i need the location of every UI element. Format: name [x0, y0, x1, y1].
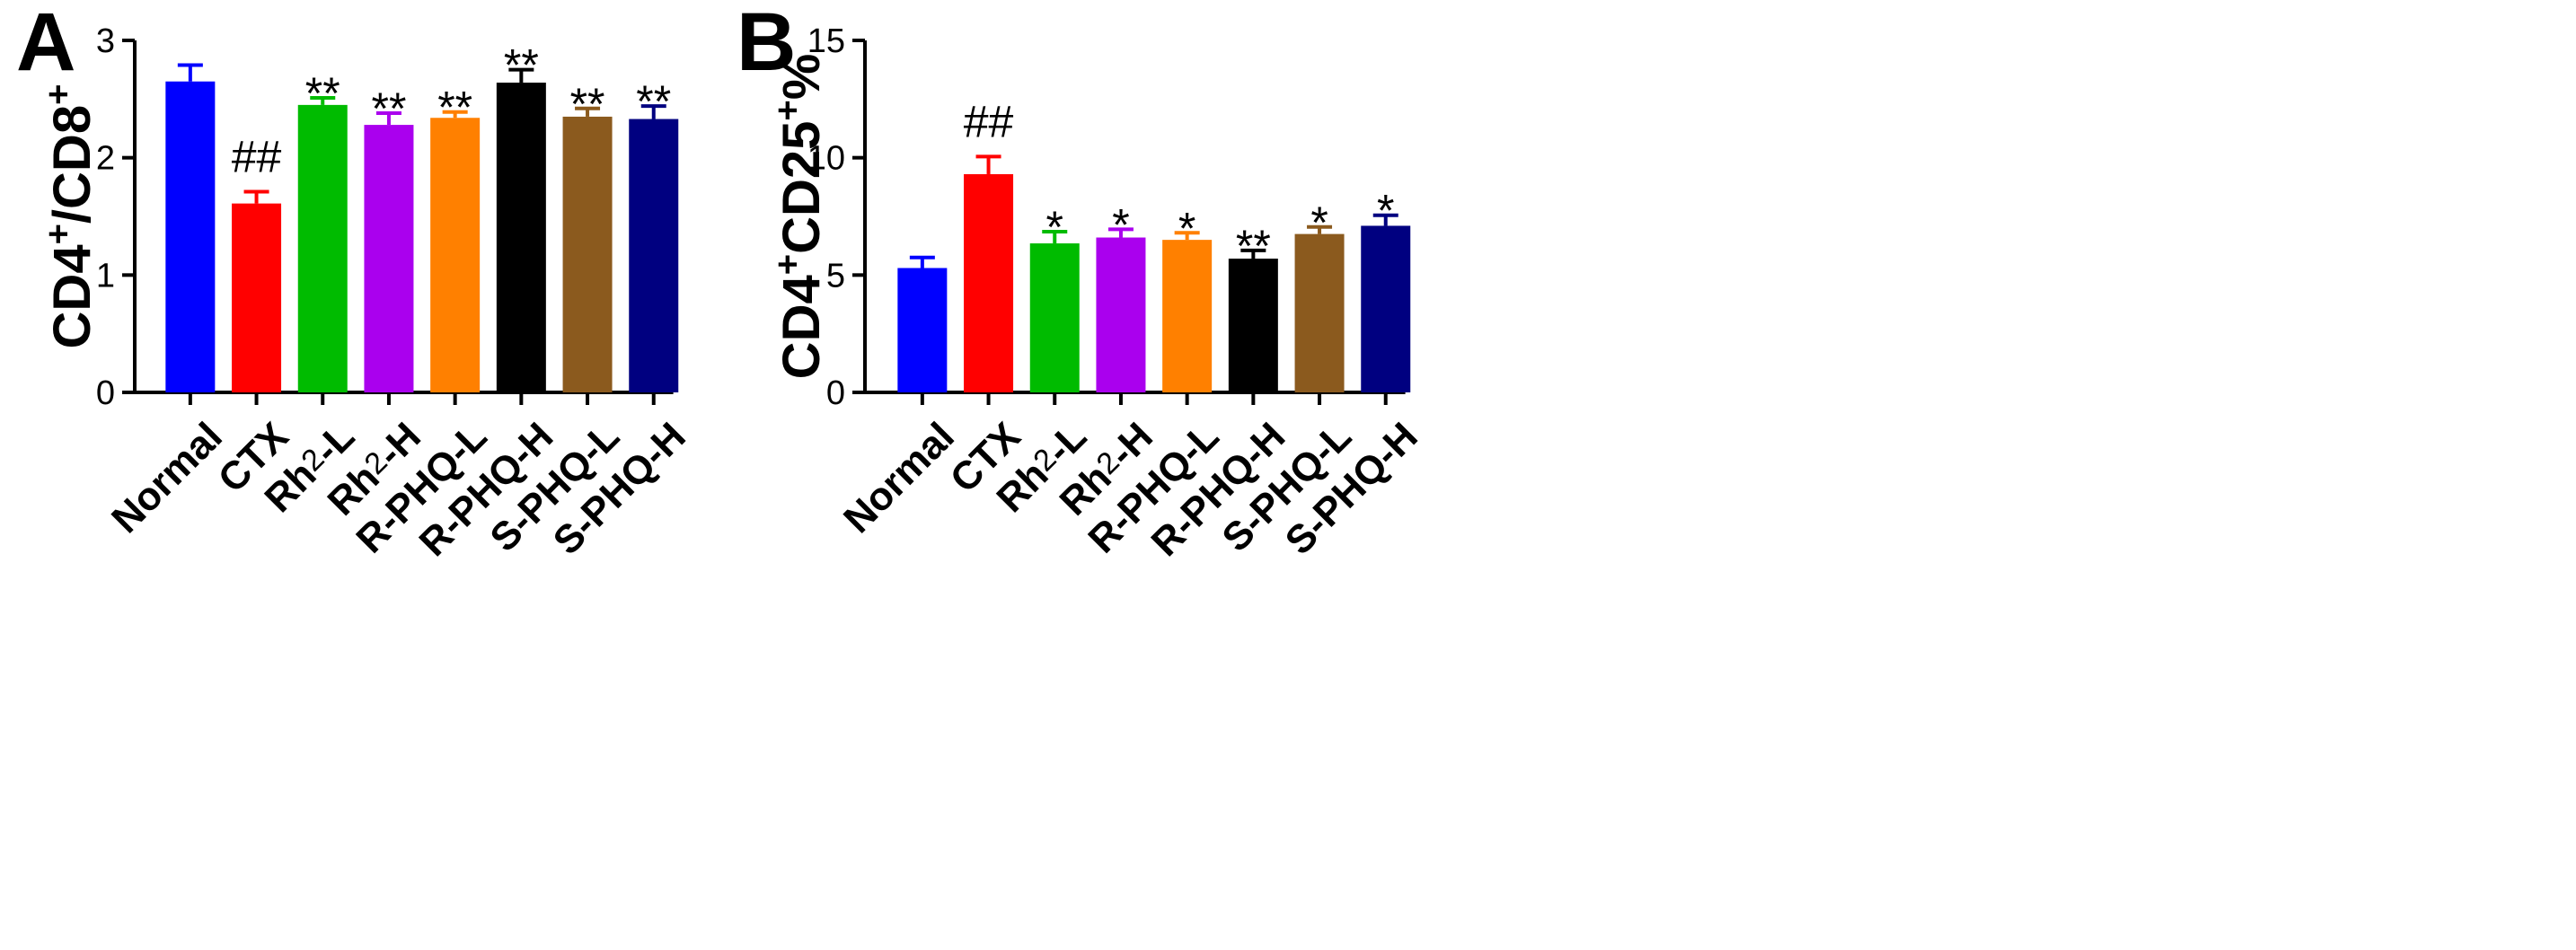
category-label: Normal	[835, 414, 963, 541]
bar-s-phq-h	[1361, 225, 1411, 392]
panel-letter: B	[737, 0, 796, 88]
y-axis-title: CD4+/CD8+	[39, 84, 101, 349]
bar-s-phq-l	[1294, 233, 1345, 392]
y-axis-title-part: /CD8	[43, 105, 101, 224]
chart-panel-b: B051015CD4+CD25+%Normal##CTX*Rh2-L*Rh2-H…	[737, 0, 1426, 565]
bar-r-phq-h	[1228, 259, 1278, 392]
bar-rh2-l	[1029, 243, 1080, 392]
bar-ctx	[232, 203, 282, 392]
y-axis-title-sup: +	[768, 254, 807, 275]
y-tick-label: 1	[96, 257, 115, 295]
significance-mark: **	[1236, 221, 1271, 271]
significance-mark: *	[1112, 199, 1129, 250]
y-axis-title: CD4+CD25+%	[768, 54, 831, 380]
y-tick-label: 10	[807, 140, 845, 178]
y-axis-title-sup: +	[768, 100, 807, 120]
bar-ctx	[964, 173, 1014, 392]
y-axis-title-part: CD4	[43, 244, 101, 348]
bar-r-phq-l	[430, 118, 481, 393]
bar-s-phq-l	[562, 116, 613, 392]
category-label: Normal	[103, 414, 231, 541]
chart-panel-a: A0123CD4+/CD8+Normal##CTX**Rh2-L**Rh2-H*…	[16, 0, 694, 565]
significance-mark: *	[1046, 202, 1063, 252]
y-tick-label: 0	[96, 374, 115, 412]
significance-mark: **	[504, 40, 539, 91]
significance-mark: **	[636, 76, 671, 127]
category-label-main: Normal	[835, 414, 963, 541]
significance-mark: **	[437, 83, 472, 133]
category-label-main: Normal	[103, 414, 231, 541]
significance-mark: ##	[232, 132, 282, 182]
y-axis-title-sup: +	[39, 84, 78, 105]
significance-mark: *	[1310, 198, 1328, 248]
y-tick-label: 0	[826, 374, 845, 412]
bar-rh2-l	[297, 104, 348, 392]
y-tick-label: 2	[96, 140, 115, 178]
panel-letter: A	[16, 0, 75, 88]
significance-mark: **	[371, 84, 406, 134]
significance-mark: **	[305, 68, 340, 119]
significance-mark: *	[1377, 186, 1394, 236]
bar-r-phq-h	[496, 83, 546, 392]
bar-normal	[897, 268, 948, 392]
y-tick-label: 15	[807, 22, 845, 60]
significance-mark: *	[1178, 203, 1195, 253]
y-axis-title-sup: +	[39, 224, 78, 244]
bar-s-phq-h	[629, 119, 679, 392]
bar-rh2-h	[364, 125, 414, 392]
y-tick-label: 3	[96, 22, 115, 60]
y-axis-title-part: CD25	[772, 121, 831, 254]
bar-r-phq-l	[1162, 240, 1213, 392]
significance-mark: ##	[964, 96, 1014, 146]
y-tick-label: 5	[826, 257, 845, 295]
significance-mark: **	[570, 79, 605, 129]
y-axis-title-part: %	[772, 54, 831, 101]
y-axis-title-part: CD4	[772, 275, 831, 379]
bar-rh2-h	[1096, 237, 1146, 392]
bar-normal	[165, 81, 216, 392]
